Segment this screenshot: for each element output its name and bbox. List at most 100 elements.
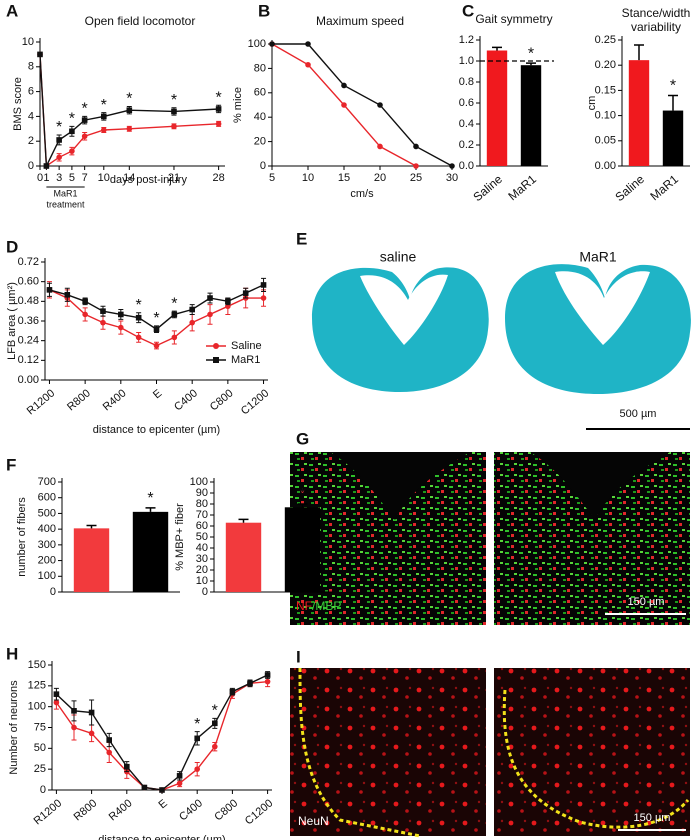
marker xyxy=(212,720,218,727)
y-tick-label: 90 xyxy=(196,487,208,499)
marker xyxy=(207,311,213,318)
x-tick-label: 25 xyxy=(410,172,422,184)
marker xyxy=(189,306,195,313)
stain-label: NF/MBP xyxy=(296,599,341,613)
panel-label: C xyxy=(462,1,474,20)
x-tick-label: C800 xyxy=(208,387,236,413)
marker xyxy=(81,117,88,123)
marker xyxy=(153,326,160,332)
y-tick-label: 300 xyxy=(38,539,56,551)
y-axis-label: LFB area ( µm²) xyxy=(6,282,18,360)
scale-bar-label: 150 µm xyxy=(628,596,665,608)
y-axis-label: % mice xyxy=(232,87,244,123)
marker xyxy=(124,763,130,770)
marker xyxy=(56,154,62,161)
bar xyxy=(225,522,262,592)
y-tick-label: 70 xyxy=(196,509,208,521)
marker xyxy=(159,787,165,793)
significance-marker: * xyxy=(126,91,132,108)
x-tick-label: MaR1 xyxy=(647,172,681,204)
significance-marker: * xyxy=(136,297,142,314)
significance-marker: * xyxy=(82,101,88,118)
significance-marker: * xyxy=(528,45,534,62)
x-tick-label: 5 xyxy=(269,172,275,184)
marker xyxy=(100,308,106,314)
marker xyxy=(82,311,88,318)
y-tick-label: 30 xyxy=(196,553,208,565)
x-tick-label: C400 xyxy=(172,387,200,413)
y-tick-label: 4 xyxy=(28,110,34,122)
y-tick-label: 700 xyxy=(38,476,56,488)
y-tick-label: 0.20 xyxy=(595,59,616,71)
y-tick-label: 20 xyxy=(196,564,208,576)
marker xyxy=(126,107,133,113)
x-tick-label: R400 xyxy=(101,387,129,413)
marker xyxy=(126,126,133,132)
error-bar xyxy=(145,507,156,512)
y-tick-label: 200 xyxy=(38,554,56,566)
y-axis-label: cm xyxy=(586,96,598,111)
y-tick-label: 0.48 xyxy=(18,295,39,307)
x-tick-label: R1200 xyxy=(32,797,65,827)
y-tick-label: 0.2 xyxy=(459,139,474,151)
panel-label: D xyxy=(6,237,18,256)
image-e xyxy=(312,264,691,430)
marker xyxy=(71,724,77,731)
marker xyxy=(56,137,62,143)
marker xyxy=(64,291,71,298)
x-tick-label: R800 xyxy=(65,387,93,413)
marker xyxy=(100,113,107,120)
panel-label: A xyxy=(6,1,18,20)
y-tick-label: 60 xyxy=(196,520,208,532)
y-tick-label: 0 xyxy=(260,160,266,172)
y-tick-label: 25 xyxy=(34,763,46,775)
marker xyxy=(413,143,419,150)
marker xyxy=(305,61,311,68)
y-tick-label: 0.05 xyxy=(595,135,616,147)
x-tick-label: R1200 xyxy=(25,387,58,417)
marker xyxy=(153,342,160,349)
y-tick-label: 75 xyxy=(34,721,46,733)
error-bar xyxy=(238,518,249,523)
marker xyxy=(53,699,60,706)
x-tick-label: C800 xyxy=(212,797,240,823)
error-bar xyxy=(297,503,308,508)
significance-marker: * xyxy=(56,119,62,136)
y-tick-label: 400 xyxy=(38,523,56,535)
chart-title: Open field locomotor xyxy=(85,14,196,28)
x-tick-label: C1200 xyxy=(243,797,276,827)
marker xyxy=(69,148,75,154)
marker xyxy=(141,784,148,791)
legend-marker xyxy=(213,343,219,349)
significance-marker: * xyxy=(153,310,159,327)
y-tick-label: 0 xyxy=(28,160,34,172)
x-axis-label: distance to epicenter (µm) xyxy=(98,834,225,840)
marker xyxy=(88,709,95,716)
error-bar xyxy=(492,46,502,51)
significance-marker: * xyxy=(171,92,177,109)
y-tick-label: 0.15 xyxy=(595,84,616,96)
marker xyxy=(118,311,124,318)
y-tick-label: 100 xyxy=(28,701,46,713)
x-tick-label: 0 xyxy=(37,172,43,184)
marker xyxy=(215,106,222,112)
significance-marker: * xyxy=(101,97,107,114)
x-tick-label: 28 xyxy=(212,172,224,184)
y-tick-label: 0.60 xyxy=(18,276,39,288)
y-tick-label: 10 xyxy=(22,36,34,48)
y-axis-label: number of fibers xyxy=(16,497,28,577)
marker xyxy=(37,51,43,58)
marker xyxy=(106,749,112,756)
marker xyxy=(225,298,231,305)
bar xyxy=(132,511,169,592)
marker xyxy=(171,311,178,318)
x-tick-label: 20 xyxy=(374,172,386,184)
y-tick-label: 0.24 xyxy=(18,335,39,347)
x-tick-label: R800 xyxy=(72,797,100,823)
x-tick-label: C400 xyxy=(177,797,205,823)
y-tick-label: 8 xyxy=(28,61,34,73)
bar xyxy=(486,50,508,166)
marker xyxy=(341,102,347,108)
x-tick-label: 1 xyxy=(43,172,49,184)
